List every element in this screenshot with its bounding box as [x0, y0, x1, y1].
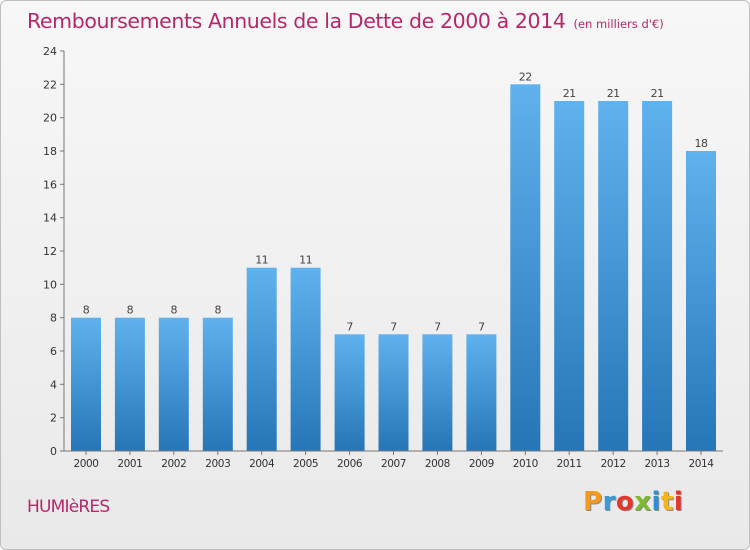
y-tick-label-8: 8	[50, 312, 57, 325]
data-label-2001: 8	[127, 304, 134, 317]
x-tick-label-2012: 2012	[601, 458, 626, 470]
bar-2002	[158, 317, 189, 451]
bar-2010	[510, 84, 541, 452]
logo-letter: i	[673, 487, 684, 517]
y-tick-label-14: 14	[43, 212, 57, 225]
x-tick-label-2005: 2005	[293, 458, 318, 470]
logo-letter: x	[634, 487, 652, 517]
data-label-2014: 18	[695, 137, 708, 150]
place-name: HUMIèRES	[27, 497, 110, 517]
x-tick-label-2011: 2011	[557, 458, 582, 470]
logo-letter: t	[660, 487, 674, 517]
y-tick-label-22: 22	[43, 78, 57, 91]
bar-2007	[378, 334, 409, 451]
data-label-2000: 8	[83, 304, 90, 317]
x-tick-label-2000: 2000	[73, 458, 98, 470]
data-label-2005: 11	[299, 254, 312, 267]
bar-2012	[598, 101, 629, 451]
bar-2001	[114, 317, 145, 451]
x-tick-label-2003: 2003	[205, 458, 230, 470]
x-tick-label-2007: 2007	[381, 458, 406, 470]
logo-letter: o	[615, 487, 635, 517]
chart-title-text: Remboursements Annuels de la Dette de 20…	[27, 9, 566, 33]
data-label-2012: 21	[607, 87, 620, 100]
y-tick-label-2: 2	[50, 412, 57, 425]
bar-2004	[246, 267, 277, 451]
x-tick-label-2006: 2006	[337, 458, 363, 470]
bar-2008	[422, 334, 453, 451]
logo-letter: i	[651, 487, 661, 517]
bar-2005	[290, 267, 321, 451]
x-tick-label-2002: 2002	[161, 458, 186, 470]
y-tick-label-20: 20	[43, 112, 57, 125]
x-tick-label-2010: 2010	[513, 458, 538, 470]
data-label-2013: 21	[651, 87, 664, 100]
data-label-2003: 8	[215, 304, 222, 317]
y-tick-label-16: 16	[43, 178, 57, 191]
data-label-2002: 8	[171, 304, 178, 317]
bar-2013	[642, 101, 673, 451]
data-label-2007: 7	[390, 320, 397, 333]
bar-2009	[466, 334, 497, 451]
chart-subtitle: (en milliers d'€)	[573, 17, 664, 31]
bar-2006	[334, 334, 365, 451]
bar-2000	[71, 317, 101, 451]
x-tick-label-2009: 2009	[469, 458, 494, 470]
x-tick-label-2001: 2001	[117, 458, 142, 470]
logo-letter: r	[602, 487, 616, 517]
x-tick-label-2004: 2004	[249, 458, 275, 470]
x-tick-label-2013: 2013	[645, 458, 670, 470]
x-tick-label-2014: 2014	[688, 458, 714, 470]
y-tick-label-24: 24	[43, 45, 57, 58]
proxiti-logo[interactable]: Proxiti	[583, 487, 683, 517]
data-label-2004: 11	[255, 254, 268, 267]
y-tick-label-0: 0	[50, 445, 57, 458]
data-label-2011: 21	[563, 87, 576, 100]
y-tick-label-12: 12	[43, 245, 57, 258]
y-tick-label-6: 6	[50, 345, 57, 358]
x-tick-label-2008: 2008	[425, 458, 450, 470]
y-tick-label-10: 10	[43, 278, 57, 291]
bar-2003	[202, 317, 233, 451]
bar-series: 8 8 8 8 11 11 7 7 7 7 22 21 21 21 18	[71, 70, 716, 452]
chart-title: Remboursements Annuels de la Dette de 20…	[27, 9, 664, 33]
data-label-2008: 7	[434, 320, 441, 333]
y-tick-label-4: 4	[50, 378, 57, 391]
data-label-2006: 7	[346, 320, 353, 333]
data-label-2009: 7	[478, 320, 485, 333]
bar-2011	[554, 101, 585, 451]
y-tick-label-18: 18	[43, 145, 57, 158]
chart-axes: 2000 2001 2002 2003 2004 2005 2006 2007 2008 2009…	[43, 45, 723, 470]
data-label-2010: 22	[519, 70, 532, 83]
bar-2014	[686, 151, 716, 451]
logo-letter: P	[583, 487, 603, 517]
